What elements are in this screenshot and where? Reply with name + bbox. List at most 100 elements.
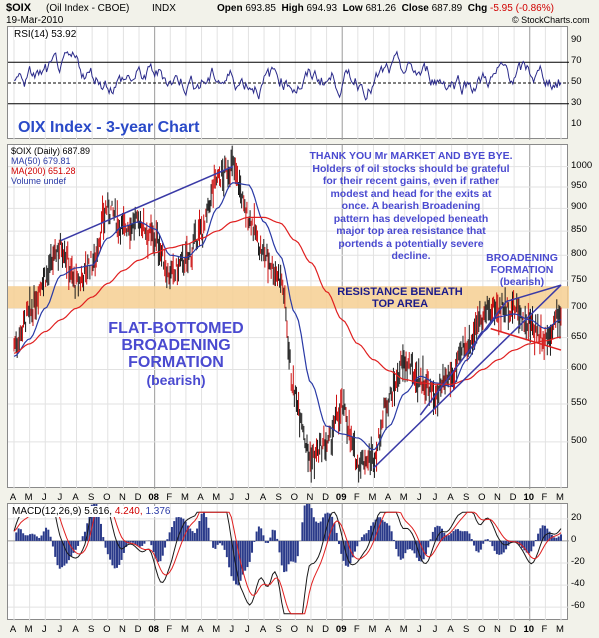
price-tick-label: 1000 <box>571 159 593 171</box>
macd-tick-label: -20 <box>571 556 585 567</box>
open-label: Open <box>217 3 243 14</box>
month-tick-label: A <box>385 492 392 503</box>
month-tick-label: J <box>42 624 47 635</box>
month-tick-label: O <box>291 624 298 635</box>
month-tick-label: 10 <box>523 624 534 635</box>
month-tick-label: A <box>10 624 17 635</box>
month-tick-label: J <box>42 492 47 503</box>
exchange: INDX <box>152 3 176 14</box>
month-tick-label: D <box>135 492 142 503</box>
close-value: 687.89 <box>431 3 463 14</box>
ohlc-readout: Open 693.85 High 694.93 Low 681.26 Close… <box>217 3 554 14</box>
month-tick-label: F <box>354 492 360 503</box>
month-tick-label: A <box>197 624 204 635</box>
flat-bottom-annotation: FLAT-BOTTOMED BROADENING FORMATION <box>108 320 244 371</box>
month-tick-label: A <box>385 624 392 635</box>
upper-trendline-2007 <box>60 165 234 242</box>
price-tick-label: 850 <box>571 224 587 236</box>
month-tick-label: O <box>478 624 485 635</box>
macd-tick-label: 0 <box>571 533 577 545</box>
month-tick-label: S <box>463 492 469 503</box>
price-tick-label: 900 <box>571 201 587 213</box>
month-tick-label: M <box>368 624 376 635</box>
price-plot <box>8 145 569 489</box>
macd-tick-label: -40 <box>571 578 585 590</box>
legend-price: $OIX (Daily) 687.89 <box>11 146 91 156</box>
month-tick-label: A <box>72 624 79 635</box>
month-tick-label: F <box>166 624 172 635</box>
price-tick-label: 550 <box>571 397 587 409</box>
month-tick-label: D <box>510 624 517 635</box>
month-tick-label: M <box>181 624 189 635</box>
price-tick-label: 650 <box>571 330 587 342</box>
macd-panel: MACD(12,26,9) 5.616, 4.240, 1.376 <box>7 503 569 621</box>
resistance-band <box>8 286 569 309</box>
low-label: Low <box>342 3 363 14</box>
lower-broadening-trendline <box>372 284 562 469</box>
month-tick-label: S <box>88 624 94 635</box>
month-tick-label: O <box>478 492 485 503</box>
high-label: High <box>281 3 304 14</box>
month-tick-label: M <box>556 492 564 503</box>
month-tick-label: 08 <box>148 492 159 503</box>
chg-label: Chg <box>467 3 488 14</box>
month-tick-label: D <box>135 624 142 635</box>
month-tick-label: M <box>368 492 376 503</box>
month-tick-label: 09 <box>336 492 347 503</box>
month-tick-label: A <box>10 492 17 503</box>
month-tick-label: 08 <box>148 624 159 635</box>
close-label: Close <box>401 3 429 14</box>
left-broadening-trendline <box>419 301 507 416</box>
month-tick-label: M <box>212 492 220 503</box>
month-tick-label: A <box>197 492 204 503</box>
month-tick-label: J <box>58 492 63 503</box>
month-tick-label: J <box>433 492 438 503</box>
month-tick-label: N <box>307 624 314 635</box>
price-tick-label: 800 <box>571 248 587 260</box>
month-tick-label: J <box>229 624 234 635</box>
month-tick-label: S <box>88 492 94 503</box>
rsi-tick-label: 10 <box>571 117 582 129</box>
month-tick-label: A <box>447 492 454 503</box>
month-tick-label: O <box>103 624 110 635</box>
month-tick-label: M <box>212 624 220 635</box>
month-tick-label: M <box>556 624 564 635</box>
price-tick-label: 600 <box>571 362 587 374</box>
macd-signal-value: 4.240, <box>114 506 143 517</box>
legend-volume: Volume undef <box>11 176 67 186</box>
rsi-panel: RSI(14) 53.92 OIX Index - 3-year Chart <box>7 26 569 140</box>
low-value: 681.26 <box>365 3 397 14</box>
month-tick-label: N <box>119 492 126 503</box>
macd-tick-label: -60 <box>571 600 585 612</box>
month-tick-label: F <box>354 624 360 635</box>
month-tick-label: J <box>417 624 422 635</box>
month-tick-label: A <box>447 624 454 635</box>
month-tick-label: D <box>322 624 329 635</box>
index-name: (Oil Index - CBOE) <box>46 3 130 14</box>
month-axis-bottom: A M J J A S O N D 08 F M A M J J A S O N D 09 F M A M J J A S O N D 10 F M <box>10 624 564 635</box>
month-tick-label: M <box>25 492 33 503</box>
date: 19-Mar-2010 <box>6 15 64 26</box>
upper-broadening-trendline <box>506 284 562 303</box>
open-value: 693.85 <box>245 3 276 14</box>
price-tick-label: 700 <box>571 301 587 313</box>
macd-hist-value: 1.376 <box>145 506 171 517</box>
month-tick-label: J <box>58 624 63 635</box>
comment-annotation: THANK YOU Mr MARKET AND BYE BYE. Holders… <box>309 150 513 262</box>
month-tick-label: M <box>400 624 408 635</box>
price-panel <box>7 144 569 489</box>
rsi-tick-label: 90 <box>571 34 582 46</box>
rsi-tick-label: 70 <box>571 55 582 67</box>
rsi-plot <box>8 27 569 140</box>
month-tick-label: J <box>229 492 234 503</box>
month-tick-label: F <box>166 492 172 503</box>
month-tick-label: J <box>245 624 250 635</box>
month-tick-label: S <box>276 492 282 503</box>
macd-plot <box>8 504 569 621</box>
month-tick-label: N <box>307 492 314 503</box>
price-tick-label: 500 <box>571 434 587 446</box>
month-tick-label: D <box>510 492 517 503</box>
month-tick-label: A <box>260 624 267 635</box>
month-tick-label: S <box>276 624 282 635</box>
